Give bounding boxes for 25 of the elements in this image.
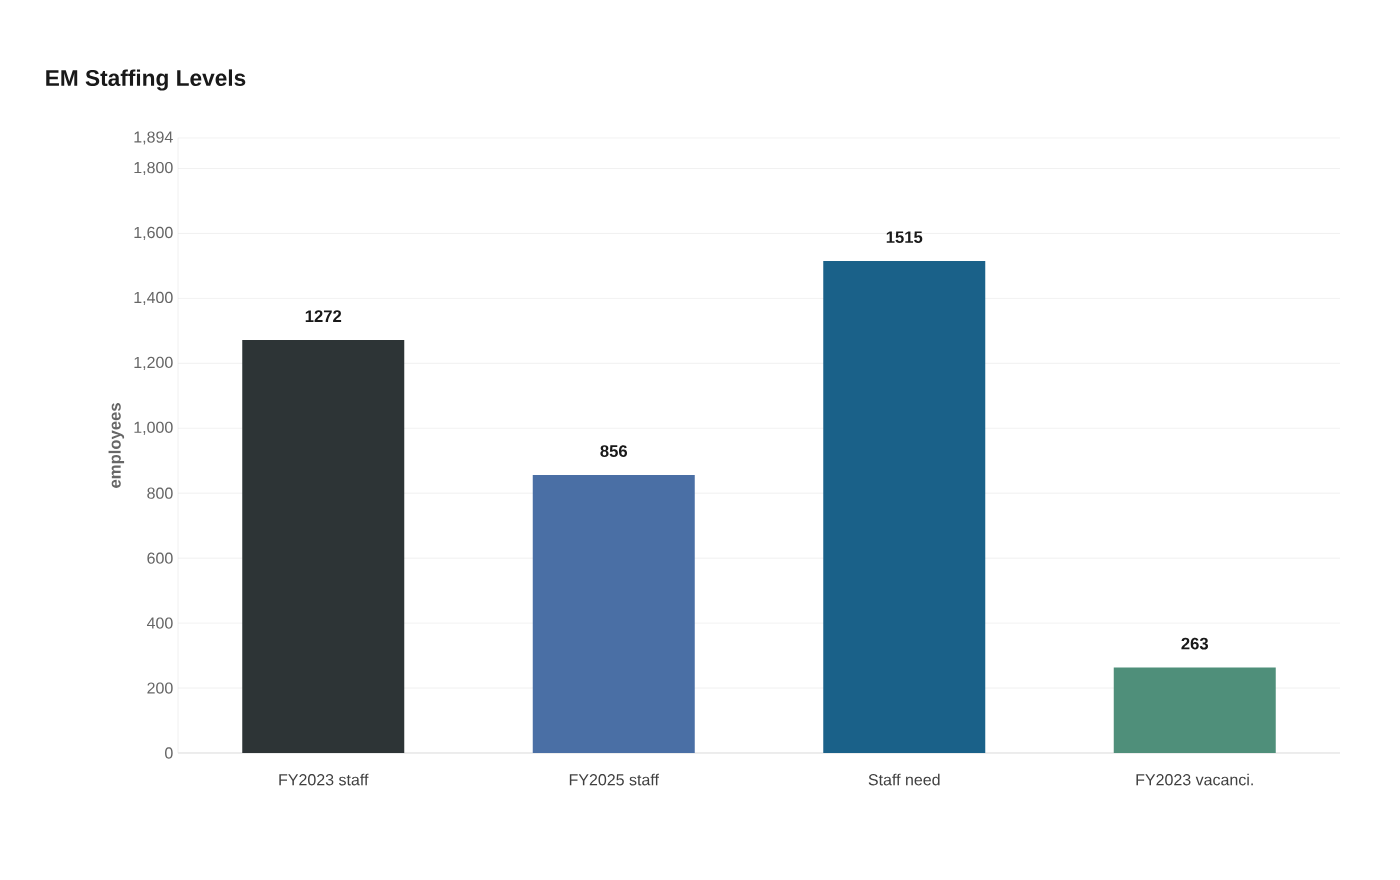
y-tick-label: 0 — [165, 747, 173, 759]
y-tick-label: 1,400 — [134, 291, 173, 305]
bar — [823, 261, 986, 753]
data-label: 1272 — [305, 310, 342, 322]
y-tick-label: 1,800 — [134, 161, 173, 176]
x-tick-label: Staff need — [868, 773, 940, 786]
x-tick-label: FY2023 vacanci. — [1136, 773, 1253, 786]
chart-title: EM Staffing Levels — [46, 69, 246, 91]
y-tick-label: 400 — [146, 617, 173, 629]
x-tick-label: FY2025 staff — [569, 773, 659, 786]
y-tick-label: 1,600 — [134, 226, 173, 241]
bar — [1113, 667, 1276, 753]
y-tick-label: 1,000 — [134, 421, 173, 435]
bar — [242, 339, 405, 753]
bar — [532, 475, 695, 753]
y-tick-label: 800 — [147, 487, 173, 499]
y-tick-label: 200 — [147, 682, 173, 694]
data-label: 263 — [1181, 637, 1209, 650]
y-tick-label: 1,894 — [134, 131, 173, 145]
y-tick-label: 600 — [147, 552, 173, 564]
data-label: 856 — [600, 445, 628, 457]
data-label: 1515 — [886, 231, 923, 244]
y-axis-title: employees — [108, 403, 125, 488]
y-tick-label: 1,200 — [134, 356, 173, 370]
x-tick-label: FY2023 staff — [279, 773, 369, 786]
